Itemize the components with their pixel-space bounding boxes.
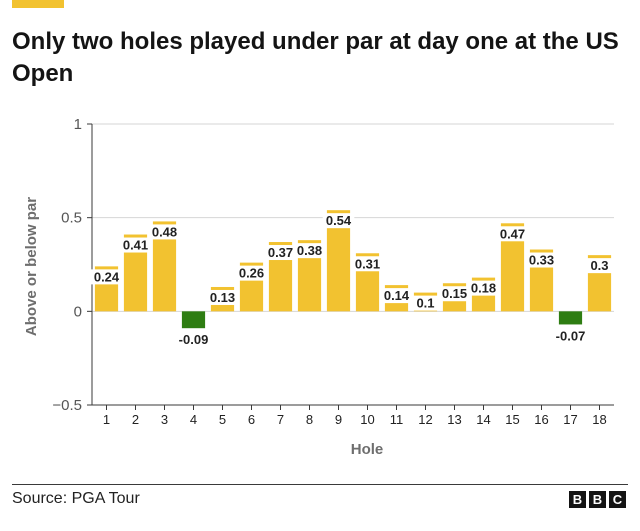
x-tick-label: 1 bbox=[103, 412, 110, 427]
brand-accent-bar bbox=[12, 0, 64, 8]
x-tick-label: 5 bbox=[219, 412, 226, 427]
value-label-background bbox=[413, 295, 438, 311]
value-label-background bbox=[467, 280, 500, 296]
source-note: Source: PGA Tour bbox=[12, 490, 140, 507]
value-label: 0.18 bbox=[471, 281, 496, 296]
value-label: 0.33 bbox=[529, 253, 554, 268]
value-label: -0.09 bbox=[179, 332, 209, 347]
value-label: -0.07 bbox=[556, 328, 586, 343]
x-tick-label: 17 bbox=[563, 412, 577, 427]
x-tick-label: 18 bbox=[592, 412, 606, 427]
value-label: 0.54 bbox=[326, 213, 352, 228]
bar-hole-4 bbox=[181, 311, 206, 329]
x-tick-label: 10 bbox=[360, 412, 374, 427]
y-tick-label: 1 bbox=[74, 116, 82, 133]
bar-hole-17 bbox=[558, 311, 583, 325]
x-tick-label: 15 bbox=[505, 412, 519, 427]
value-label: 0.48 bbox=[152, 224, 177, 239]
x-tick-label: 11 bbox=[390, 412, 404, 427]
value-label-background bbox=[525, 252, 558, 268]
value-labels: 0.24 0.41 0.48 -0.09 0.13 0.26 0.37 0.38 0.54 0.3… bbox=[90, 213, 612, 347]
value-label: 0.3 bbox=[590, 258, 608, 273]
value-label: 0.41 bbox=[123, 238, 148, 253]
logo-letter: C bbox=[609, 491, 626, 508]
y-tick-label: 0 bbox=[74, 303, 82, 320]
value-label-background bbox=[587, 258, 612, 274]
axes: −0.500.511 2 3 4 5 6 7 8 9 10 11 12 13 14 15 16 17 18 bbox=[52, 116, 614, 427]
x-tick-label: 3 bbox=[161, 412, 168, 427]
y-axis-title: Above or below par bbox=[23, 197, 40, 336]
logo-letter: B bbox=[589, 491, 606, 508]
value-label: 0.37 bbox=[268, 245, 293, 260]
bar-hole-15 bbox=[500, 223, 525, 312]
value-label-background bbox=[119, 237, 152, 253]
value-label: 0.24 bbox=[94, 269, 120, 284]
value-label: 0.13 bbox=[210, 290, 235, 305]
bbc-logo: B B C bbox=[569, 491, 626, 508]
value-label: 0.26 bbox=[239, 266, 264, 281]
logo-letter: B bbox=[569, 491, 586, 508]
bar-hole-3 bbox=[152, 221, 177, 312]
value-label-background bbox=[90, 269, 123, 285]
value-label-background bbox=[351, 256, 384, 272]
x-tick-label: 2 bbox=[132, 412, 139, 427]
value-label: 0.15 bbox=[442, 286, 467, 301]
value-label-background bbox=[206, 289, 239, 305]
x-tick-label: 7 bbox=[277, 412, 284, 427]
footer-divider bbox=[12, 484, 628, 485]
x-tick-label: 4 bbox=[190, 412, 197, 427]
value-label-background bbox=[293, 243, 326, 259]
x-tick-label: 16 bbox=[534, 412, 548, 427]
value-label-background bbox=[438, 286, 471, 302]
value-label: 0.38 bbox=[297, 243, 322, 258]
value-label: 0.14 bbox=[384, 288, 410, 303]
x-tick-label: 13 bbox=[447, 412, 461, 427]
value-label-background bbox=[148, 224, 181, 240]
value-label: 0.47 bbox=[500, 226, 525, 241]
chart-title: Only two holes played under par at day o… bbox=[12, 28, 619, 87]
bar-hole-2 bbox=[123, 234, 148, 312]
x-tick-label: 6 bbox=[248, 412, 255, 427]
value-label-background bbox=[322, 213, 355, 229]
value-label-background bbox=[380, 288, 413, 304]
x-tick-label: 9 bbox=[335, 412, 342, 427]
x-tick-label: 14 bbox=[476, 412, 490, 427]
y-tick-label: −0.5 bbox=[52, 397, 82, 414]
value-label-background bbox=[264, 245, 297, 261]
y-tick-label: 0.5 bbox=[61, 210, 82, 227]
bar-hole-9 bbox=[326, 210, 351, 312]
x-tick-label: 8 bbox=[306, 412, 313, 427]
value-label-background bbox=[496, 226, 529, 242]
value-label-background bbox=[235, 265, 268, 281]
value-label: 0.1 bbox=[416, 296, 434, 311]
x-tick-label: 12 bbox=[418, 412, 432, 427]
x-axis-title: Hole bbox=[351, 441, 384, 458]
value-label: 0.31 bbox=[355, 256, 380, 271]
